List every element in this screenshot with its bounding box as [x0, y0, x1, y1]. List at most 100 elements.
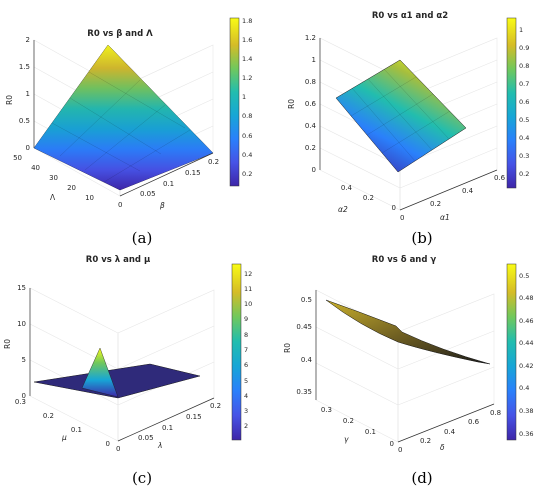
d-ctick: 0.5	[519, 272, 529, 280]
a-ctick: 1.2	[242, 74, 252, 82]
a-ztick-3: 1.5	[19, 63, 30, 71]
a-ctick: 1.4	[242, 55, 252, 63]
panel-b-mesh	[350, 68, 451, 162]
d-ytick-03: 0.3	[321, 406, 332, 414]
panel-a-axes	[33, 40, 214, 197]
panel-a-mesh	[51, 71, 191, 183]
c-ztick: 15	[17, 284, 26, 292]
c-xtick-4: 0.2	[210, 402, 221, 410]
c-ytick-03: 0.3	[15, 398, 26, 406]
c-ctick: 4	[244, 392, 248, 400]
panel-b: R0 vs α1 and α2 0 0.2 0.4 0.6 0.8 1 1.2 …	[287, 11, 529, 247]
c-ztick: 10	[17, 320, 26, 328]
b-ctick: 1	[519, 26, 523, 34]
b-ylabel: α2	[338, 205, 348, 214]
c-xtick-2: 0.1	[162, 424, 173, 432]
d-xtick-4: 0.8	[490, 409, 501, 417]
b-ctick: 0.7	[519, 80, 529, 88]
c-ctick: 10	[244, 300, 252, 308]
b-ztick: 0.2	[305, 144, 316, 152]
panel-c-label: (c)	[132, 469, 152, 487]
a-ctick: 0.8	[242, 112, 252, 120]
d-ctick: 0.4	[519, 384, 529, 392]
c-ctick: 9	[244, 315, 248, 323]
a-xtick-4: 0.2	[208, 158, 219, 166]
c-xtick-0: 0	[116, 445, 120, 453]
c-ctick: 12	[244, 270, 252, 278]
panel-d-colorbar-ticks: 0.36 0.38 0.4 0.42 0.44 0.46 0.48 0.5	[519, 272, 533, 438]
panel-b-label: (b)	[411, 229, 432, 247]
c-ctick: 5	[244, 377, 248, 385]
panel-a-title: R0 vs β and Λ	[87, 29, 153, 39]
c-ctick: 2	[244, 422, 248, 430]
a-ztick-0: 0	[26, 144, 30, 152]
d-xtick-0: 0	[398, 446, 402, 454]
b-ztick: 1.2	[305, 34, 316, 42]
b-ztick: 0.6	[305, 100, 317, 108]
panel-c-colorbar-ticks: 2 3 4 5 6 7 8 9 10 11 12	[244, 270, 252, 430]
a-ztick-1: 0.5	[19, 117, 30, 125]
panel-d-colorbar	[506, 263, 517, 441]
b-ztick: 0.8	[305, 78, 316, 86]
c-ylabel: μ	[61, 433, 67, 442]
d-ctick: 0.48	[519, 294, 533, 302]
a-ytick-50: 50	[13, 154, 22, 162]
c-ctick: 8	[244, 331, 248, 339]
a-ztick-2: 1	[26, 90, 30, 98]
panel-c-colorbar	[231, 263, 242, 441]
d-ytick-01: 0.1	[365, 428, 376, 436]
d-ztick: 0.45	[296, 323, 312, 331]
a-zlabel: R0	[5, 95, 14, 105]
d-ctick: 0.38	[519, 407, 533, 415]
panel-d-zticks: 0.35 0.4 0.45 0.5	[296, 296, 312, 396]
b-ytick-04: 0.4	[341, 184, 353, 192]
b-ztick: 1	[312, 56, 316, 64]
c-ztick: 5	[22, 356, 26, 364]
b-ctick: 0.9	[519, 44, 529, 52]
panel-c-surface	[33, 363, 201, 399]
a-ylabel: Λ	[50, 193, 56, 202]
d-ytick-02: 0.2	[343, 417, 354, 425]
b-ctick: 0.6	[519, 98, 529, 106]
c-ctick: 6	[244, 361, 248, 369]
b-ctick: 0.2	[519, 170, 529, 178]
a-ctick: 0.4	[242, 151, 252, 159]
d-ctick: 0.42	[519, 362, 533, 370]
panel-a-colorbar	[229, 17, 240, 187]
panel-d-label: (d)	[411, 469, 432, 487]
b-ztick: 0	[312, 166, 316, 174]
panel-c-zticks: 0 5 10 15	[17, 284, 26, 400]
panel-c-title: R0 vs λ and μ	[86, 255, 150, 265]
a-ctick: 1	[242, 93, 246, 101]
c-ctick: 11	[244, 285, 252, 293]
panel-b-colorbar	[506, 17, 517, 189]
d-ytick-0: 0	[390, 440, 394, 448]
a-xtick-0: 0	[118, 201, 122, 209]
panel-d: R0 vs δ and γ 0.35 0.4 0.45 0.5 R0 0.3 0…	[283, 255, 533, 487]
b-ytick-0: 0	[392, 204, 396, 212]
b-xtick-2: 0.4	[462, 187, 474, 195]
c-ctick: 7	[244, 346, 248, 354]
panel-a: R0 vs β and Λ 0 0.5 1 1.5 2 R0 50 40 30 …	[5, 17, 252, 247]
a-ztick-4: 2	[26, 36, 30, 44]
d-xtick-1: 0.2	[420, 437, 431, 445]
panel-a-surface-color	[34, 45, 213, 190]
a-ytick-20: 20	[67, 184, 76, 192]
d-ctick: 0.44	[519, 339, 533, 347]
a-ctick: 0.2	[242, 170, 252, 178]
a-ctick: 0.6	[242, 132, 252, 140]
d-ztick: 0.5	[301, 296, 312, 304]
panel-c-axes	[29, 288, 215, 442]
c-ytick-02: 0.2	[43, 412, 54, 420]
b-xlabel: α1	[440, 213, 450, 222]
panel-b-title: R0 vs α1 and α2	[372, 11, 448, 21]
panel-d-surface	[325, 299, 491, 365]
panel-d-title: R0 vs δ and γ	[372, 255, 437, 265]
d-xtick-3: 0.6	[468, 418, 480, 426]
a-ctick: 1.8	[242, 17, 252, 25]
d-ctick: 0.36	[519, 430, 533, 438]
b-xtick-1: 0.2	[430, 200, 441, 208]
b-xtick-3: 0.6	[494, 174, 506, 182]
d-ylabel: γ	[344, 435, 349, 444]
c-ctick: 3	[244, 407, 248, 415]
